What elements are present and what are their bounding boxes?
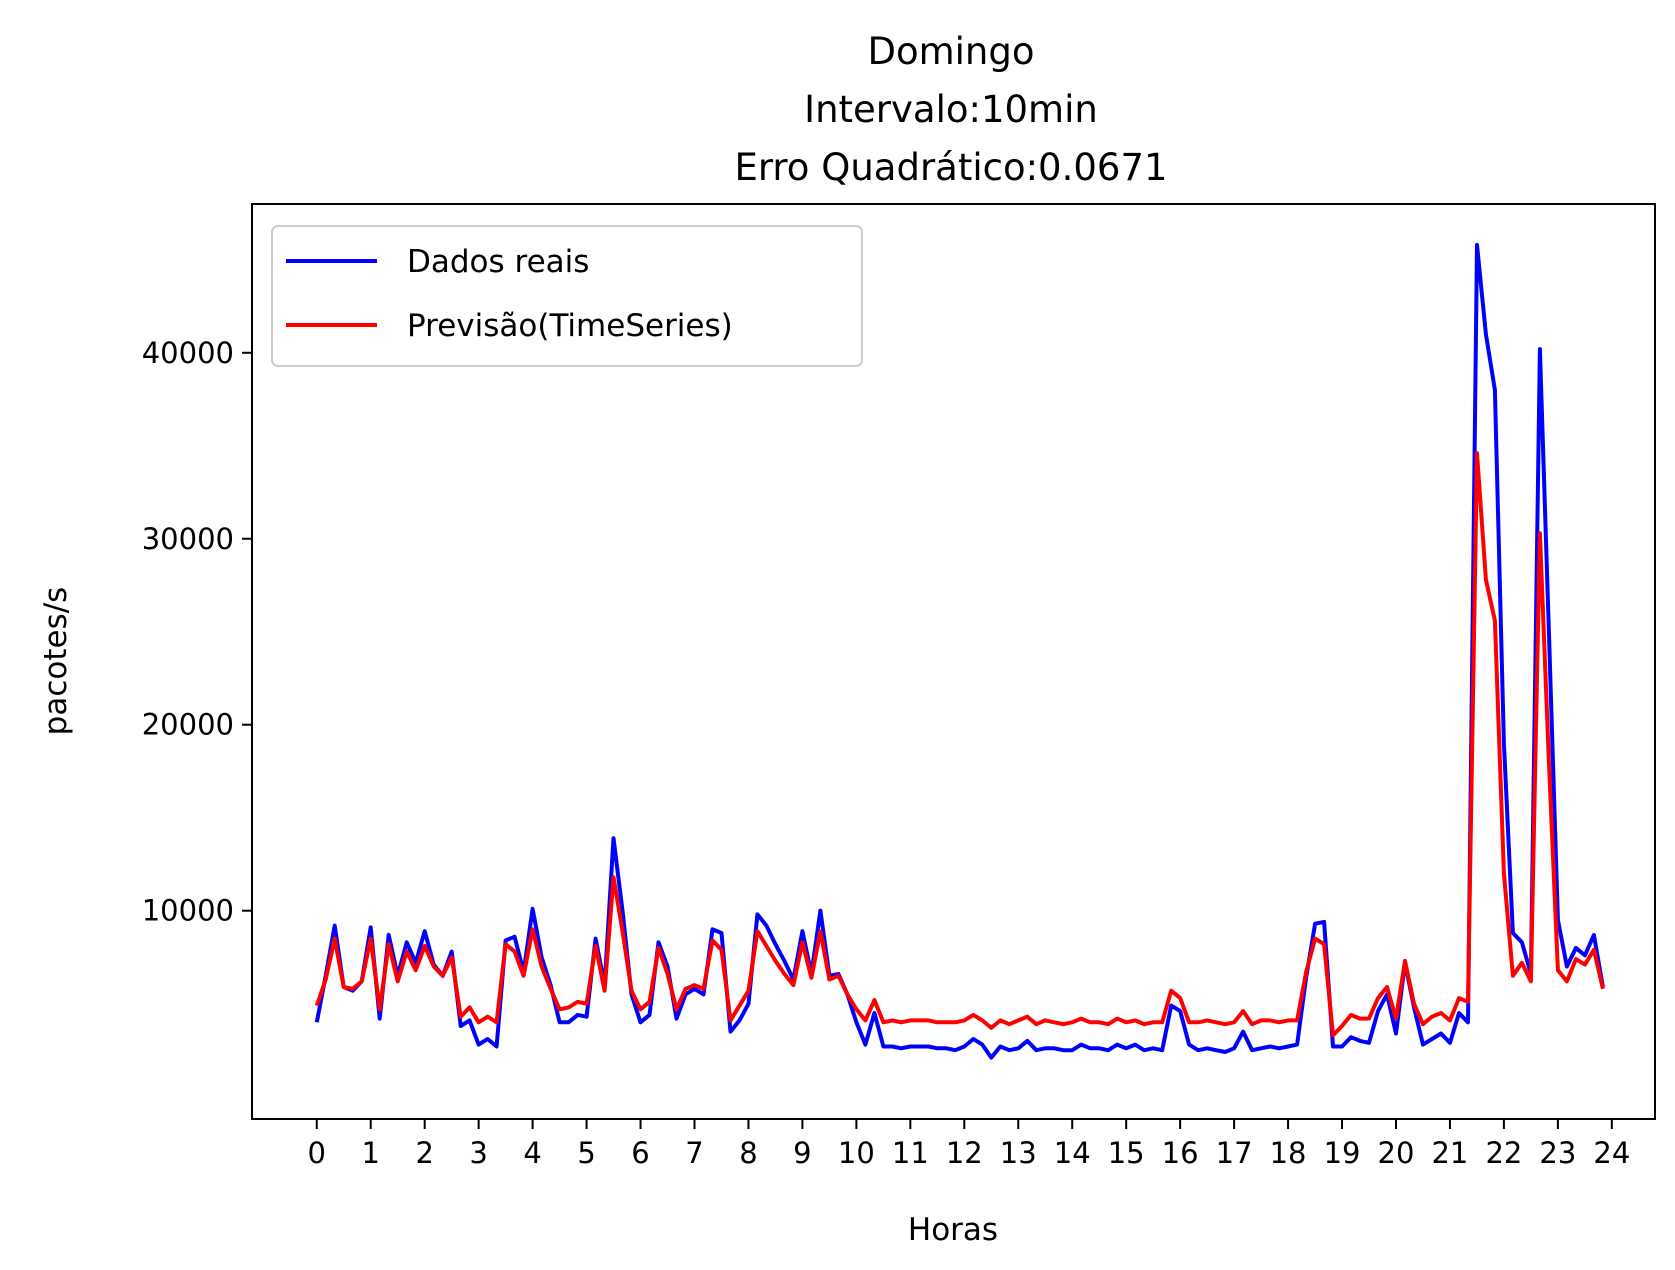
plot-frame: [251, 203, 1656, 1120]
title-line-1: Domingo: [867, 30, 1034, 73]
x-tick-label: 17: [1216, 1136, 1253, 1170]
y-tick-label: 40000: [142, 336, 234, 370]
x-tick-label: 14: [1054, 1136, 1091, 1170]
x-axis-label: Horas: [908, 1212, 998, 1248]
legend-box: [271, 225, 863, 367]
x-tick-label: 19: [1324, 1136, 1361, 1170]
x-tick-label: 6: [631, 1136, 649, 1170]
x-tick-label: 7: [685, 1136, 703, 1170]
x-tick-label: 23: [1539, 1136, 1576, 1170]
x-tick-label: 3: [469, 1136, 487, 1170]
x-tick-label: 16: [1162, 1136, 1199, 1170]
x-tick-label: 4: [523, 1136, 541, 1170]
x-tick-label: 12: [946, 1136, 983, 1170]
y-axis-label: pacotes/s: [38, 587, 74, 736]
legend-label-previsao: Previsão(TimeSeries): [407, 308, 733, 344]
x-tick-label: 15: [1108, 1136, 1145, 1170]
x-tick-label: 21: [1431, 1136, 1468, 1170]
y-tick-label: 30000: [142, 522, 234, 556]
title-line-2: Intervalo:10min: [804, 88, 1098, 131]
x-tick-label: 0: [308, 1136, 326, 1170]
x-tick-label: 20: [1378, 1136, 1415, 1170]
x-tick-label: 10: [838, 1136, 875, 1170]
title-line-3: Erro Quadrático:0.0671: [734, 146, 1167, 189]
x-tick-label: 24: [1593, 1136, 1630, 1170]
chart-title: Domingo Intervalo:10min Erro Quadrático:…: [734, 30, 1167, 189]
x-tick-label: 9: [793, 1136, 811, 1170]
x-tick-label: 2: [415, 1136, 433, 1170]
legend: Dados reais Previsão(TimeSeries): [271, 225, 863, 367]
series-line-dados-reais: [314, 242, 1605, 1060]
x-tick-label: 1: [361, 1136, 379, 1170]
series-line-previsao: [314, 451, 1605, 1038]
x-tick-label: 22: [1485, 1136, 1522, 1170]
x-tick-label: 11: [892, 1136, 929, 1170]
x-tick-label: 5: [577, 1136, 595, 1170]
legend-label-dados-reais: Dados reais: [407, 244, 589, 280]
y-tick-label: 20000: [142, 708, 234, 742]
series-layer: [314, 242, 1605, 1060]
x-axis-ticks: 0 1 2 3 4 5 6 7 8 9 10 11 12 13 14 15 16 17 18 19 20 21 22 23 24: [308, 1119, 1630, 1170]
x-tick-label: 8: [739, 1136, 757, 1170]
x-tick-label: 18: [1270, 1136, 1307, 1170]
x-tick-label: 13: [1000, 1136, 1037, 1170]
y-tick-label: 10000: [142, 894, 234, 928]
y-axis-ticks: 10000 20000 30000 40000: [142, 336, 252, 928]
